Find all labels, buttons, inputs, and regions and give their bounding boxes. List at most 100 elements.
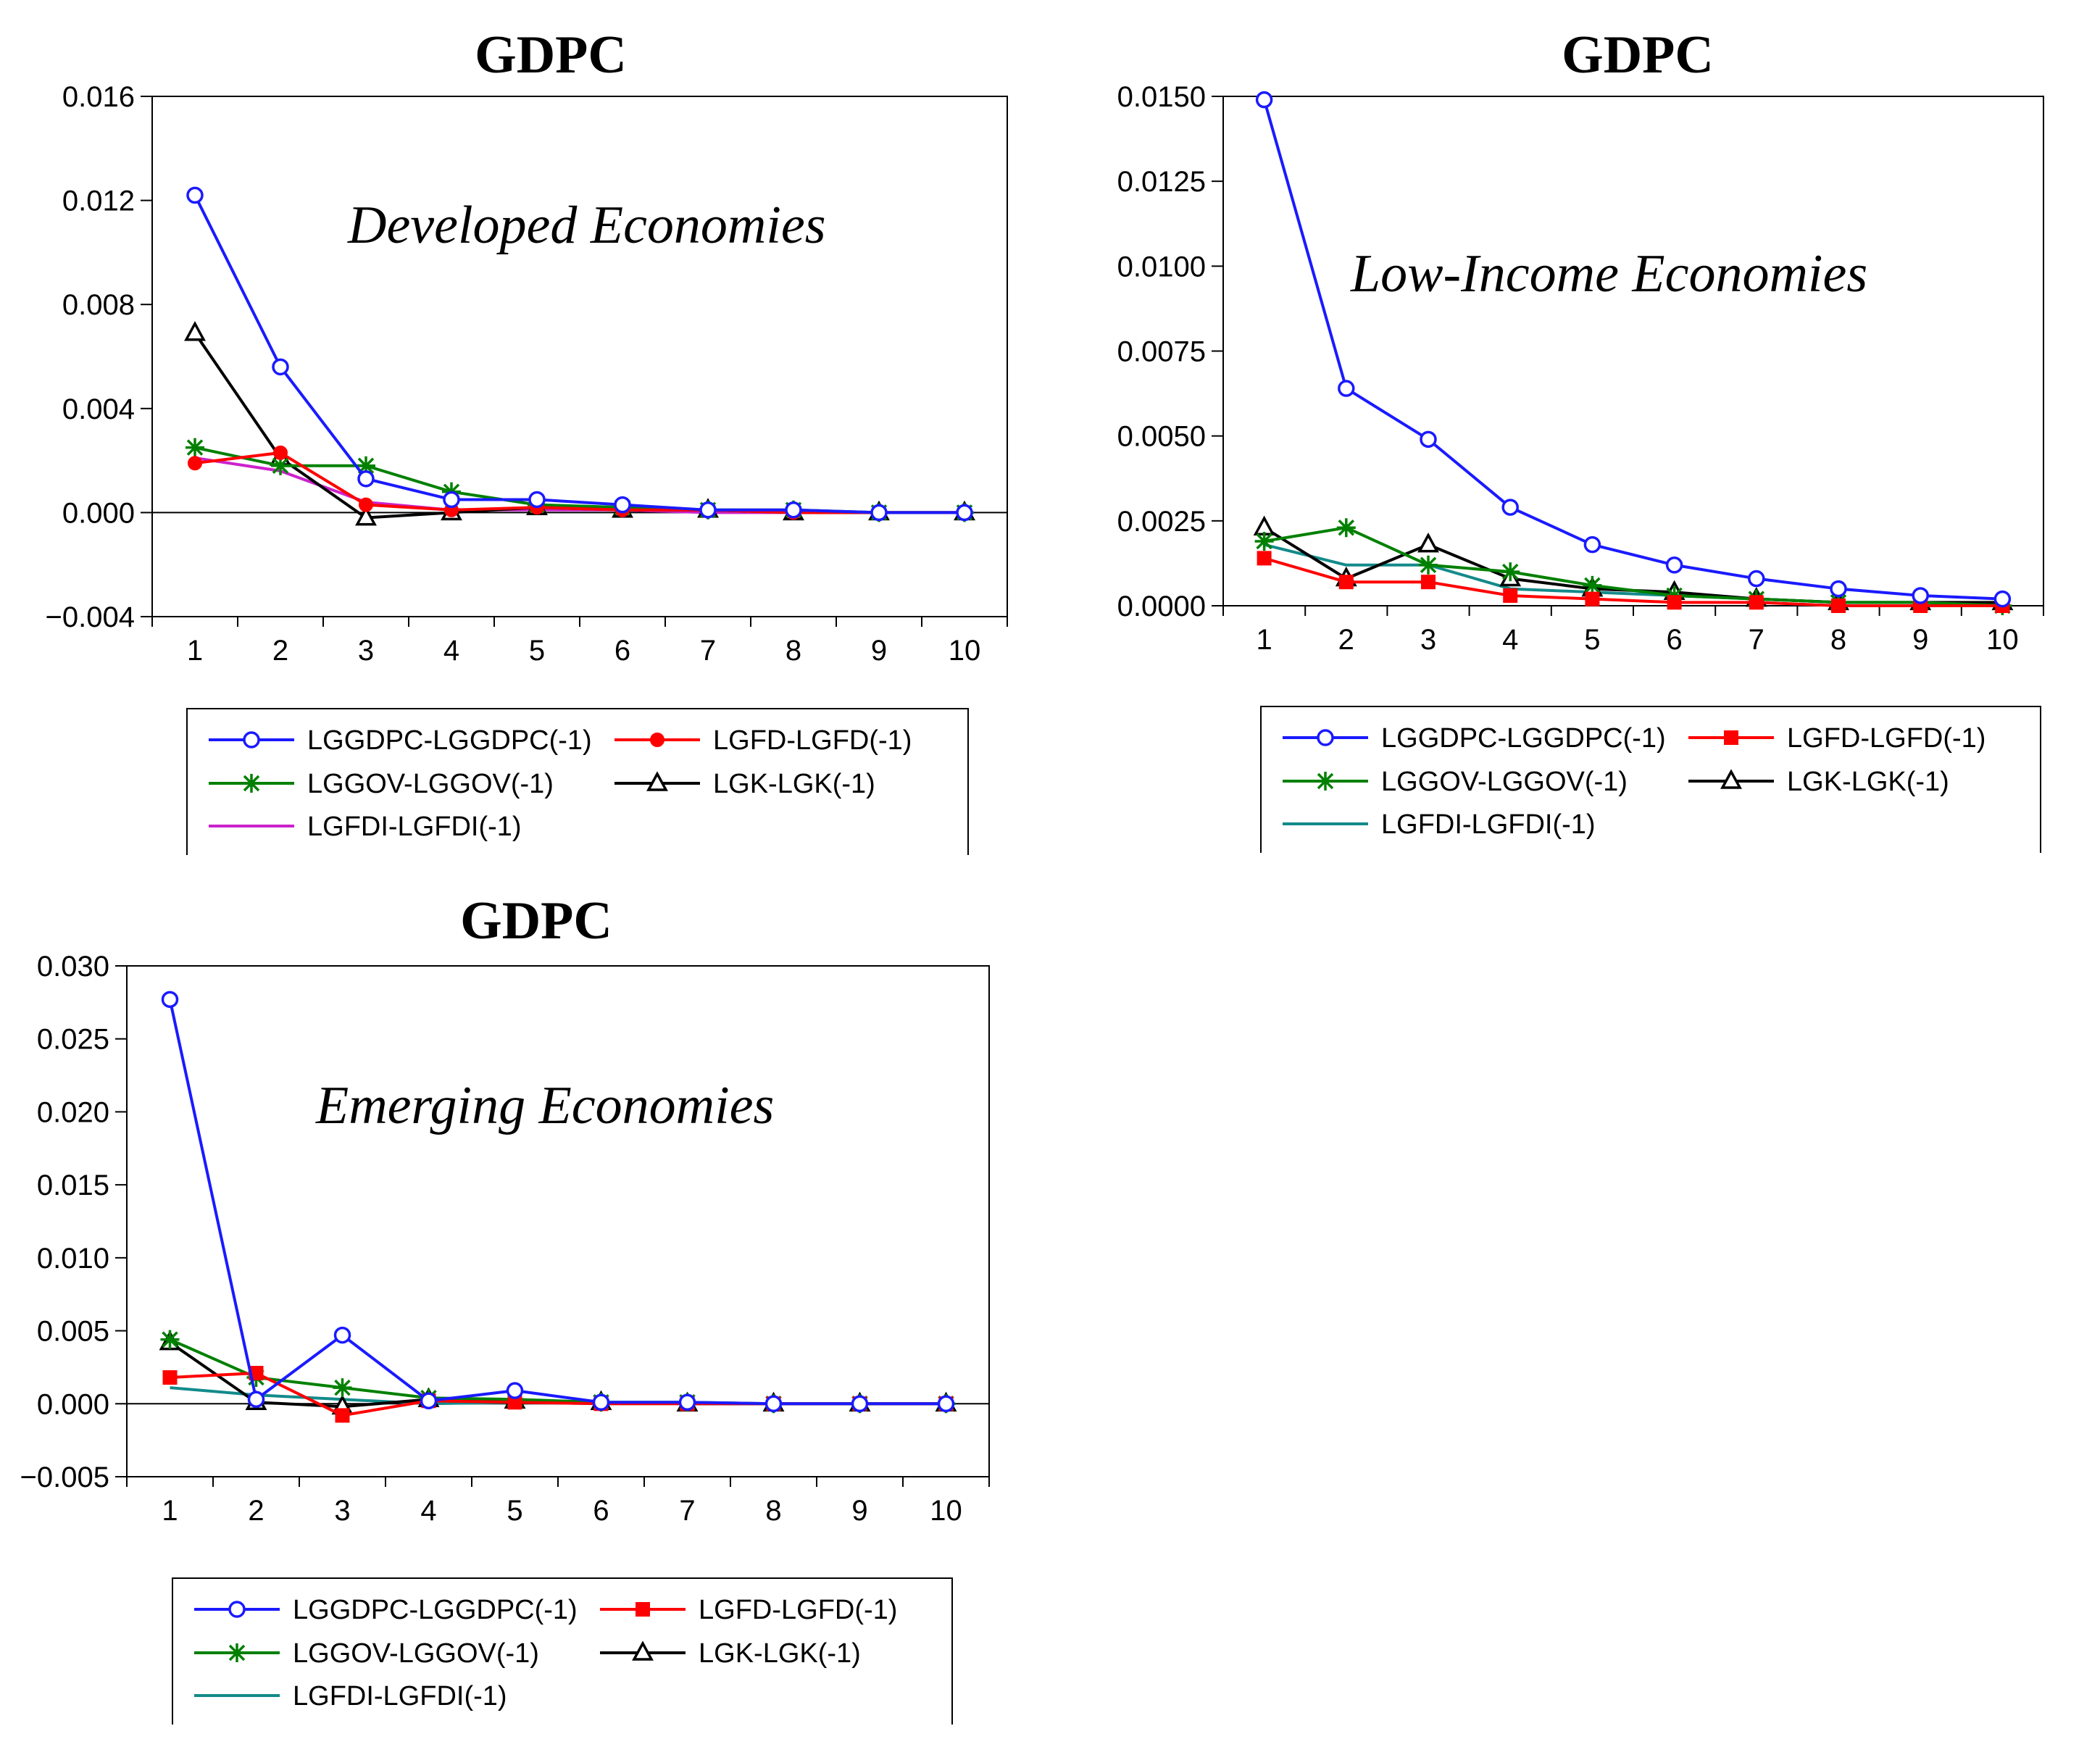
chart-title: GDPC	[1562, 25, 1714, 85]
data-point	[161, 991, 179, 1009]
data-point	[1503, 588, 1518, 603]
legend-item: LGFDI-LGFDI(-1)	[209, 812, 522, 842]
plot-area	[151, 96, 1008, 617]
data-point	[1417, 532, 1439, 553]
x-tick-label: 10	[930, 1495, 962, 1527]
legend-item: LGFDI-LGFDI(-1)	[194, 1681, 507, 1711]
chart-title: GDPC	[475, 25, 627, 85]
legend-label: LGGOV-LGGOV(-1)	[293, 1638, 539, 1669]
series-line	[193, 194, 964, 514]
data-point	[1583, 535, 1601, 554]
legend-marker	[242, 774, 261, 793]
y-tick-label: 0.0050	[1117, 421, 1206, 453]
y-tick-label: 0.005	[37, 1316, 109, 1348]
x-tick-label: 5	[1584, 624, 1600, 656]
legend-item: LGK-LGK(-1)	[614, 769, 875, 799]
y-tick-label: −0.004	[46, 601, 135, 633]
x-tick-label: 6	[614, 635, 630, 667]
x-tick-label: 9	[851, 1495, 867, 1527]
data-point	[1831, 599, 1846, 613]
plot-area	[1222, 96, 2044, 606]
series-1	[1255, 91, 2012, 608]
x-tick-label: 10	[949, 635, 981, 667]
x-tick-label: 5	[507, 1495, 522, 1527]
data-point	[1338, 575, 1354, 590]
data-point	[614, 496, 631, 514]
chart-title: GDPC	[460, 891, 612, 951]
y-tick-label: 0.025	[37, 1024, 109, 1056]
series-line	[1264, 526, 2003, 607]
y-tick-label: 0.0025	[1117, 506, 1206, 538]
legend-label: LGK-LGK(-1)	[1787, 767, 1949, 797]
x-tick-label: 1	[162, 1495, 178, 1527]
data-point	[764, 1395, 783, 1413]
data-point	[420, 1392, 438, 1410]
data-point	[333, 1378, 352, 1398]
x-tick-label: 9	[871, 635, 887, 667]
data-point	[1667, 595, 1682, 610]
y-tick-label: 0.0125	[1117, 166, 1206, 198]
data-point	[357, 456, 375, 475]
legend-label: LGFD-LGFD(-1)	[699, 1595, 897, 1625]
chart-annotation: Low-Income Economies	[1350, 244, 1867, 304]
x-tick-label: 2	[1338, 624, 1354, 656]
data-point	[507, 1395, 522, 1410]
legend-label: LGGDPC-LGGDPC(-1)	[293, 1595, 578, 1625]
data-point	[184, 321, 206, 341]
data-point	[1419, 555, 1438, 575]
y-tick-label: 0.0100	[1117, 251, 1206, 283]
data-point	[1830, 580, 1847, 598]
data-point	[956, 504, 973, 522]
data-point	[851, 1395, 869, 1413]
data-point	[870, 504, 888, 522]
data-point	[1665, 556, 1683, 574]
legend-marker	[650, 733, 664, 747]
data-point	[785, 501, 802, 519]
y-tick-label: 0.016	[62, 81, 135, 113]
data-point	[355, 505, 377, 526]
data-point	[1583, 575, 1602, 595]
chart-3: GDPC 0.030 0.025 0.020 0.015 0.010 0.005 0.000 −…	[20, 891, 990, 1725]
legend-label: LGFD-LGFD(-1)	[713, 725, 912, 756]
y-tick-label: 0.030	[37, 951, 109, 983]
legend-frame	[1260, 706, 2041, 853]
data-point	[678, 1393, 696, 1412]
legend-label: LGK-LGK(-1)	[713, 769, 875, 799]
y-tick-label: 0.010	[37, 1243, 109, 1275]
x-tick-label: 8	[765, 1495, 781, 1527]
legend-label: LGFDI-LGFDI(-1)	[307, 812, 522, 842]
x-tick-label: 9	[1912, 624, 1928, 656]
legend: LGGDPC-LGGDPC(-1) LGFD-LGFD(-1) LGGOV-LGGO…	[186, 708, 969, 855]
x-tick-label: 4	[443, 635, 459, 667]
legend-label: LGK-LGK(-1)	[699, 1638, 861, 1669]
legend-marker	[632, 1640, 654, 1661]
data-point	[1501, 499, 1519, 516]
legend-item: LGGDPC-LGGDPC(-1)	[209, 725, 592, 756]
x-tick-label: 3	[1420, 624, 1436, 656]
x-tick-label: 5	[529, 635, 545, 667]
legend-item: LGGDPC-LGGDPC(-1)	[1283, 723, 1666, 754]
legend-item: LGK-LGK(-1)	[1688, 767, 1949, 797]
legend-marker	[228, 1601, 246, 1618]
series-1	[186, 186, 973, 522]
data-point	[186, 186, 204, 204]
legend-label: LGGOV-LGGOV(-1)	[1381, 767, 1628, 797]
y-tick-label: 0.000	[62, 497, 135, 529]
legend-item: LGFD-LGFD(-1)	[614, 725, 912, 756]
data-point	[528, 491, 546, 509]
x-tick-label: 10	[1986, 624, 2019, 656]
x-tick-label: 3	[358, 635, 374, 667]
legend-marker	[1316, 772, 1335, 791]
legend-item: LGFD-LGFD(-1)	[1688, 723, 1986, 754]
x-tick-label: 3	[334, 1495, 350, 1527]
data-point	[699, 501, 717, 519]
data-point	[1421, 575, 1436, 590]
chart-annotation: Developed Economies	[347, 196, 826, 255]
data-point	[272, 358, 289, 376]
data-point	[162, 1370, 178, 1385]
y-tick-label: 0.0150	[1117, 81, 1206, 113]
legend-label: LGFDI-LGFDI(-1)	[1381, 809, 1596, 840]
legend-label: LGGDPC-LGGDPC(-1)	[307, 725, 592, 756]
x-tick-label: 4	[420, 1495, 436, 1527]
plot-area	[126, 965, 990, 1477]
